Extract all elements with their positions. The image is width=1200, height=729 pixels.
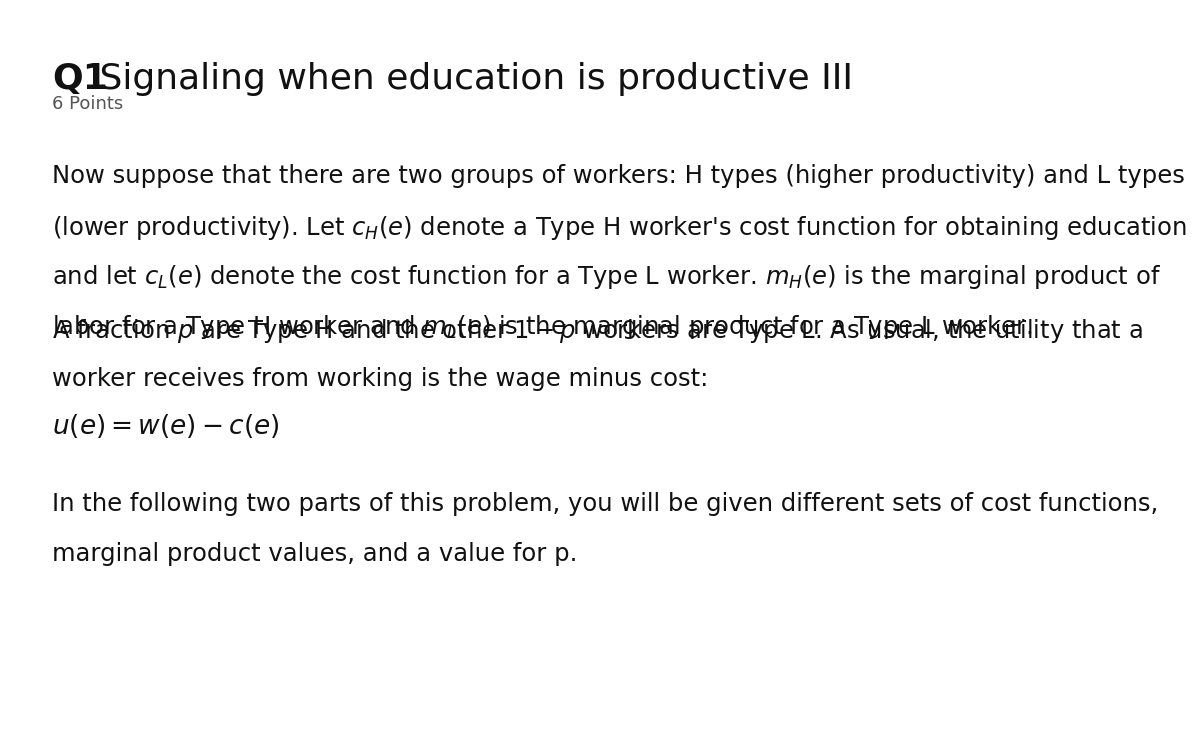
Text: labor for a Type H worker and $m_L(e)$ is the marginal product for a Type L work: labor for a Type H worker and $m_L(e)$ i… xyxy=(52,313,1032,340)
Text: worker receives from working is the wage minus cost:: worker receives from working is the wage… xyxy=(52,367,708,391)
Text: (lower productivity). Let $c_H(e)$ denote a Type H worker's cost function for ob: (lower productivity). Let $c_H(e)$ denot… xyxy=(52,214,1187,241)
Text: 6 Points: 6 Points xyxy=(52,95,124,113)
Text: Now suppose that there are two groups of workers: H types (higher productivity) : Now suppose that there are two groups of… xyxy=(52,164,1184,188)
Text: $u(e) = w(e) - c(e)$: $u(e) = w(e) - c(e)$ xyxy=(52,412,280,440)
Text: Q1: Q1 xyxy=(52,62,108,96)
Text: and let $c_L(e)$ denote the cost function for a Type L worker. $m_H(e)$ is the m: and let $c_L(e)$ denote the cost functio… xyxy=(52,263,1160,291)
Text: In the following two parts of this problem, you will be given different sets of : In the following two parts of this probl… xyxy=(52,492,1158,516)
Text: marginal product values, and a value for p.: marginal product values, and a value for… xyxy=(52,542,577,566)
Text: Signaling when education is productive III: Signaling when education is productive I… xyxy=(88,62,853,96)
Text: A fraction $p$ are Type H and the other $1-p$ workers are Type L. As usual, the : A fraction $p$ are Type H and the other … xyxy=(52,317,1142,345)
